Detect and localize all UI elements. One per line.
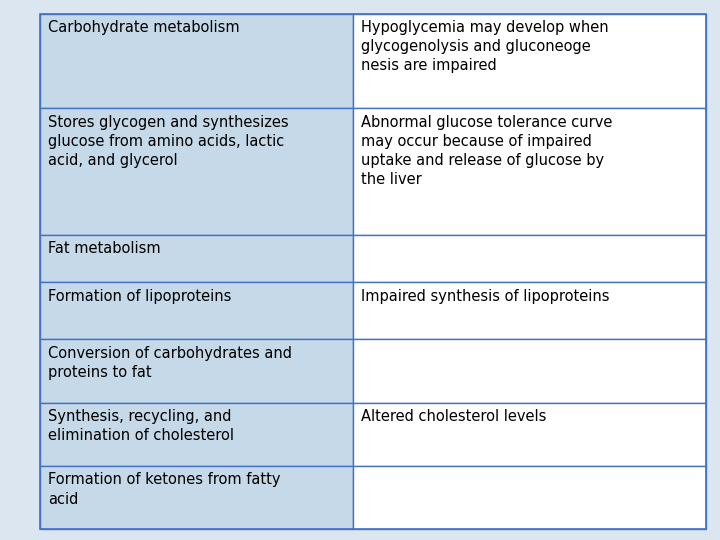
Text: Formation of ketones from fatty
acid: Formation of ketones from fatty acid bbox=[48, 472, 281, 507]
Text: Fat metabolism: Fat metabolism bbox=[48, 241, 161, 256]
Bar bbox=[353, 14, 706, 109]
Bar bbox=[40, 466, 353, 529]
Bar bbox=[353, 109, 706, 235]
Bar bbox=[353, 403, 706, 466]
Text: Impaired synthesis of lipoproteins: Impaired synthesis of lipoproteins bbox=[361, 289, 610, 304]
Bar bbox=[40, 282, 353, 339]
Text: Conversion of carbohydrates and
proteins to fat: Conversion of carbohydrates and proteins… bbox=[48, 346, 292, 380]
Bar bbox=[40, 109, 353, 235]
Bar bbox=[40, 339, 353, 403]
Text: Synthesis, recycling, and
elimination of cholesterol: Synthesis, recycling, and elimination of… bbox=[48, 409, 234, 443]
Bar bbox=[40, 235, 353, 282]
Text: Hypoglycemia may develop when
glycogenolysis and gluconeoge
nesis are impaired: Hypoglycemia may develop when glycogenol… bbox=[361, 20, 609, 73]
Text: Formation of lipoproteins: Formation of lipoproteins bbox=[48, 289, 232, 304]
Bar bbox=[40, 403, 353, 466]
Text: Altered cholesterol levels: Altered cholesterol levels bbox=[361, 409, 546, 424]
Bar bbox=[40, 14, 353, 109]
Bar bbox=[353, 235, 706, 282]
Bar bbox=[353, 282, 706, 339]
Bar bbox=[353, 339, 706, 403]
Text: Stores glycogen and synthesizes
glucose from amino acids, lactic
acid, and glyce: Stores glycogen and synthesizes glucose … bbox=[48, 115, 289, 168]
Text: Abnormal glucose tolerance curve
may occur because of impaired
uptake and releas: Abnormal glucose tolerance curve may occ… bbox=[361, 115, 613, 187]
Text: Carbohydrate metabolism: Carbohydrate metabolism bbox=[48, 20, 240, 35]
Bar bbox=[353, 466, 706, 529]
